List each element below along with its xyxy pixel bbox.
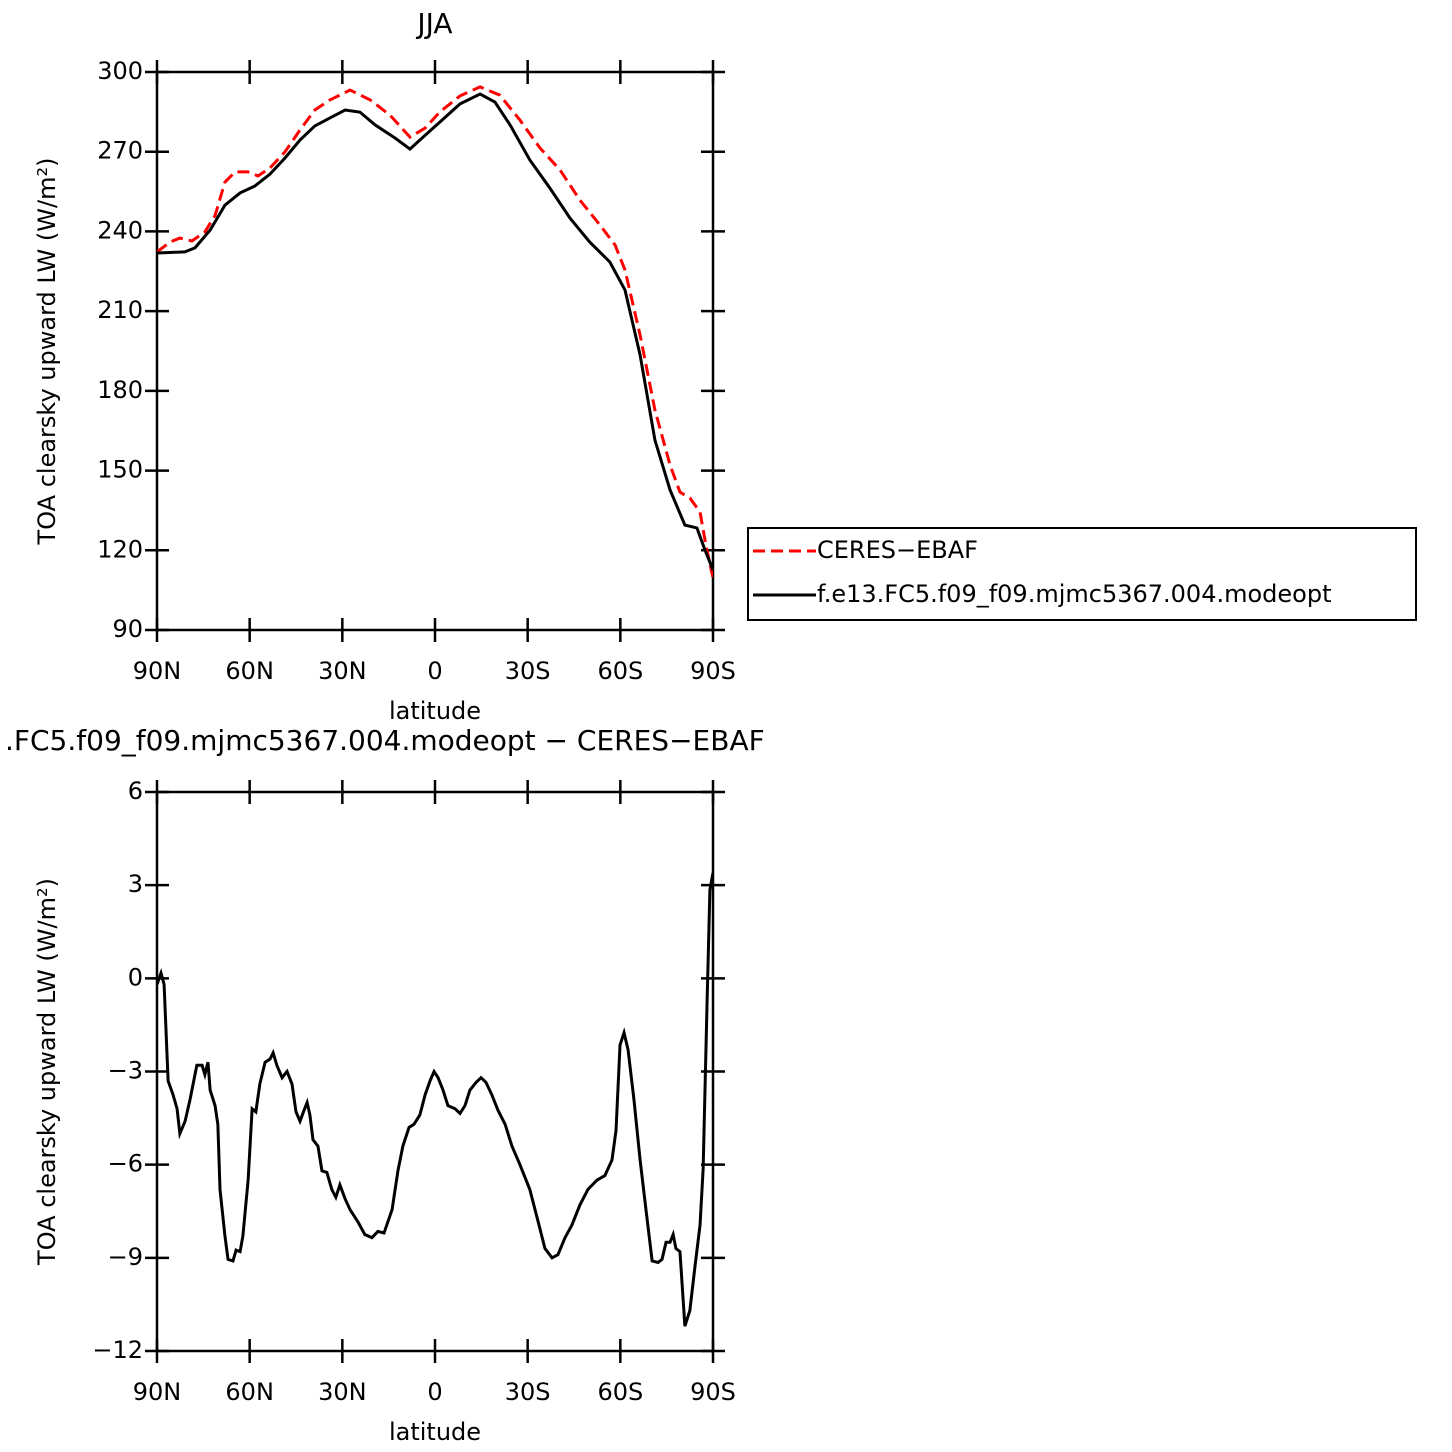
data-line [157, 85, 713, 579]
y-tick-label: 210 [97, 296, 143, 324]
x-tick-label: 60S [597, 1378, 643, 1406]
x-tick-label: 0 [427, 657, 442, 685]
x-tick-label: 60S [597, 657, 643, 685]
y-tick-label: −9 [108, 1243, 143, 1271]
x-tick-label: 30S [505, 1378, 551, 1406]
x-tick-label: 90S [690, 1378, 736, 1406]
y-tick-label: 120 [97, 535, 143, 563]
x-axis-label: latitude [389, 1418, 481, 1446]
x-axis-label: latitude [389, 697, 481, 725]
y-tick-label: 300 [97, 57, 143, 85]
x-tick-label: 60N [225, 657, 274, 685]
y-axis-label: TOA clearsky upward LW (W/m²) [33, 158, 61, 546]
y-tick-label: −12 [92, 1336, 143, 1364]
x-tick-label: 60N [225, 1378, 274, 1406]
y-tick-label: 6 [128, 777, 143, 805]
y-axis-label: TOA clearsky upward LW (W/m²) [33, 878, 61, 1266]
chart-title: JJA [415, 7, 452, 40]
y-tick-label: 240 [97, 216, 143, 244]
y-tick-label: 180 [97, 376, 143, 404]
data-line [157, 92, 713, 571]
legend-box [747, 527, 1417, 621]
legend-label: CERES−EBAF [817, 536, 978, 564]
y-tick-label: −3 [108, 1057, 143, 1085]
x-tick-label: 90N [133, 657, 182, 685]
x-tick-label: 0 [427, 1378, 442, 1406]
x-tick-label: 30N [318, 1378, 367, 1406]
legend-label: f.e13.FC5.f09_f09.mjmc5367.004.modeopt [817, 580, 1332, 608]
y-tick-label: 0 [128, 963, 143, 991]
y-tick-label: 3 [128, 870, 143, 898]
y-tick-label: 270 [97, 137, 143, 165]
x-tick-label: 30N [318, 657, 367, 685]
data-line [157, 872, 713, 1327]
chart-title: .FC5.f09_f09.mjmc5367.004.modeopt − CERE… [5, 724, 765, 757]
x-tick-label: 90N [133, 1378, 182, 1406]
plot-frame [155, 70, 715, 632]
y-tick-label: 150 [97, 456, 143, 484]
y-tick-label: −6 [108, 1150, 143, 1178]
x-tick-label: 90S [690, 657, 736, 685]
y-tick-label: 90 [112, 615, 143, 643]
x-tick-label: 30S [505, 657, 551, 685]
